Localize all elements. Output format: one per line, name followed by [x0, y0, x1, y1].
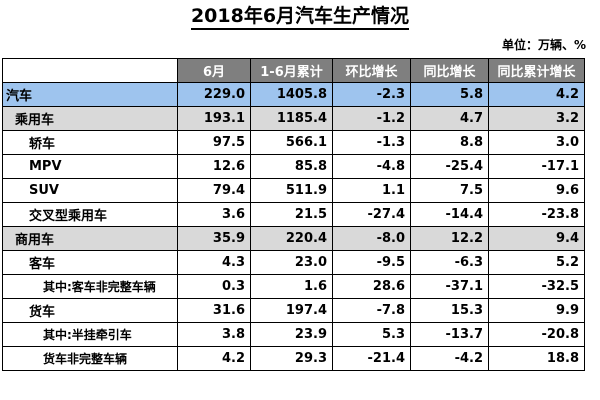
row-label: 轿车: [2, 130, 178, 155]
table-cell: 197.4: [250, 298, 333, 323]
row-label: 货车非完整车辆: [2, 346, 178, 371]
table-cell: 4.2: [177, 346, 251, 371]
page-title-text: 2018年6月汽车生产情况: [190, 5, 410, 30]
table-cell: 1.1: [332, 178, 411, 203]
production-table: 6月 1-6月累计 环比增长 同比增长 同比累计增长 汽车 229.0 1405.8…: [2, 58, 585, 371]
table-cell: 12.2: [410, 226, 489, 251]
row-label: 交叉型乘用车: [2, 202, 178, 227]
row-label: SUV: [2, 178, 178, 203]
table-header-cell: 环比增长: [332, 58, 411, 83]
table-cell: -6.3: [410, 250, 489, 275]
table-cell: 1185.4: [250, 106, 333, 131]
row-label: 乘用车: [2, 106, 178, 131]
table-cell: 7.5: [410, 178, 489, 203]
table-row: 轿车 97.5 566.1 -1.3 8.8 3.0: [2, 130, 585, 155]
table-cell: 35.9: [177, 226, 251, 251]
table-cell: -25.4: [410, 154, 489, 179]
row-label: 客车: [2, 250, 178, 275]
page-title: 2018年6月汽车生产情况: [0, 4, 600, 30]
table-cell: 28.6: [332, 274, 411, 299]
table-cell: 29.3: [250, 346, 333, 371]
table-cell: 9.4: [488, 226, 585, 251]
table-cell: 4.3: [177, 250, 251, 275]
table-cell: 9.6: [488, 178, 585, 203]
table-header-row: 6月 1-6月累计 环比增长 同比增长 同比累计增长: [2, 58, 585, 83]
table-cell: 18.8: [488, 346, 585, 371]
table-cell: 5.8: [410, 82, 489, 107]
table-cell: -8.0: [332, 226, 411, 251]
table-cell: -23.8: [488, 202, 585, 227]
table-cell: 3.0: [488, 130, 585, 155]
table-cell: 4.7: [410, 106, 489, 131]
table-row: 其中:客车非完整车辆 0.3 1.6 28.6 -37.1 -32.5: [2, 274, 585, 299]
table-cell: 15.3: [410, 298, 489, 323]
table-cell: -27.4: [332, 202, 411, 227]
table-body: 汽车 229.0 1405.8 -2.3 5.8 4.2 乘用车 193.1 1185.4 -1.…: [2, 82, 585, 371]
table-cell: 1.6: [250, 274, 333, 299]
table-row: SUV 79.4 511.9 1.1 7.5 9.6: [2, 178, 585, 203]
table-cell: 3.6: [177, 202, 251, 227]
table-row: 客车 4.3 23.0 -9.5 -6.3 5.2: [2, 250, 585, 275]
table-cell: 3.8: [177, 322, 251, 347]
table-cell: -17.1: [488, 154, 585, 179]
table-row: 货车 31.6 197.4 -7.8 15.3 9.9: [2, 298, 585, 323]
table-row: 商用车 35.9 220.4 -8.0 12.2 9.4: [2, 226, 585, 251]
table-cell: -1.3: [332, 130, 411, 155]
row-label: 货车: [2, 298, 178, 323]
table-cell: 3.2: [488, 106, 585, 131]
unit-label: 单位：万辆、%: [501, 38, 586, 52]
table-header-cell: 同比增长: [410, 58, 489, 83]
table-cell: -13.7: [410, 322, 489, 347]
table-cell: 85.8: [250, 154, 333, 179]
table-cell: 12.6: [177, 154, 251, 179]
table-cell: 511.9: [250, 178, 333, 203]
row-label: 商用车: [2, 226, 178, 251]
table-row: 交叉型乘用车 3.6 21.5 -27.4 -14.4 -23.8: [2, 202, 585, 227]
table-cell: -21.4: [332, 346, 411, 371]
table-cell: 23.9: [250, 322, 333, 347]
table-row: 乘用车 193.1 1185.4 -1.2 4.7 3.2: [2, 106, 585, 131]
table-cell: -14.4: [410, 202, 489, 227]
table-cell: -9.5: [332, 250, 411, 275]
table-cell: 566.1: [250, 130, 333, 155]
table-cell: 229.0: [177, 82, 251, 107]
table-header-corner: [2, 58, 178, 83]
table-cell: -37.1: [410, 274, 489, 299]
table-cell: 97.5: [177, 130, 251, 155]
table-cell: -7.8: [332, 298, 411, 323]
table-cell: 21.5: [250, 202, 333, 227]
row-label: 其中:客车非完整车辆: [2, 274, 178, 299]
table-cell: 79.4: [177, 178, 251, 203]
table-cell: 5.3: [332, 322, 411, 347]
table-cell: -20.8: [488, 322, 585, 347]
table-header-cell: 1-6月累计: [250, 58, 333, 83]
row-label: 其中:半挂牵引车: [2, 322, 178, 347]
table-cell: 4.2: [488, 82, 585, 107]
table-cell: 0.3: [177, 274, 251, 299]
table-row: 货车非完整车辆 4.2 29.3 -21.4 -4.2 18.8: [2, 346, 585, 371]
table-row: MPV 12.6 85.8 -4.8 -25.4 -17.1: [2, 154, 585, 179]
table-cell: 23.0: [250, 250, 333, 275]
table-cell: 193.1: [177, 106, 251, 131]
table-cell: -1.2: [332, 106, 411, 131]
table-cell: -4.8: [332, 154, 411, 179]
table-cell: 31.6: [177, 298, 251, 323]
row-label: MPV: [2, 154, 178, 179]
table-cell: 220.4: [250, 226, 333, 251]
table-cell: -2.3: [332, 82, 411, 107]
table-header-cell: 6月: [177, 58, 251, 83]
table-cell: 8.8: [410, 130, 489, 155]
table-cell: 1405.8: [250, 82, 333, 107]
table-cell: 5.2: [488, 250, 585, 275]
table-cell: -32.5: [488, 274, 585, 299]
row-label: 汽车: [2, 82, 178, 107]
table-header-cell: 同比累计增长: [488, 58, 585, 83]
table-cell: 9.9: [488, 298, 585, 323]
table-row: 汽车 229.0 1405.8 -2.3 5.8 4.2: [2, 82, 585, 107]
table-cell: -4.2: [410, 346, 489, 371]
table-row: 其中:半挂牵引车 3.8 23.9 5.3 -13.7 -20.8: [2, 322, 585, 347]
